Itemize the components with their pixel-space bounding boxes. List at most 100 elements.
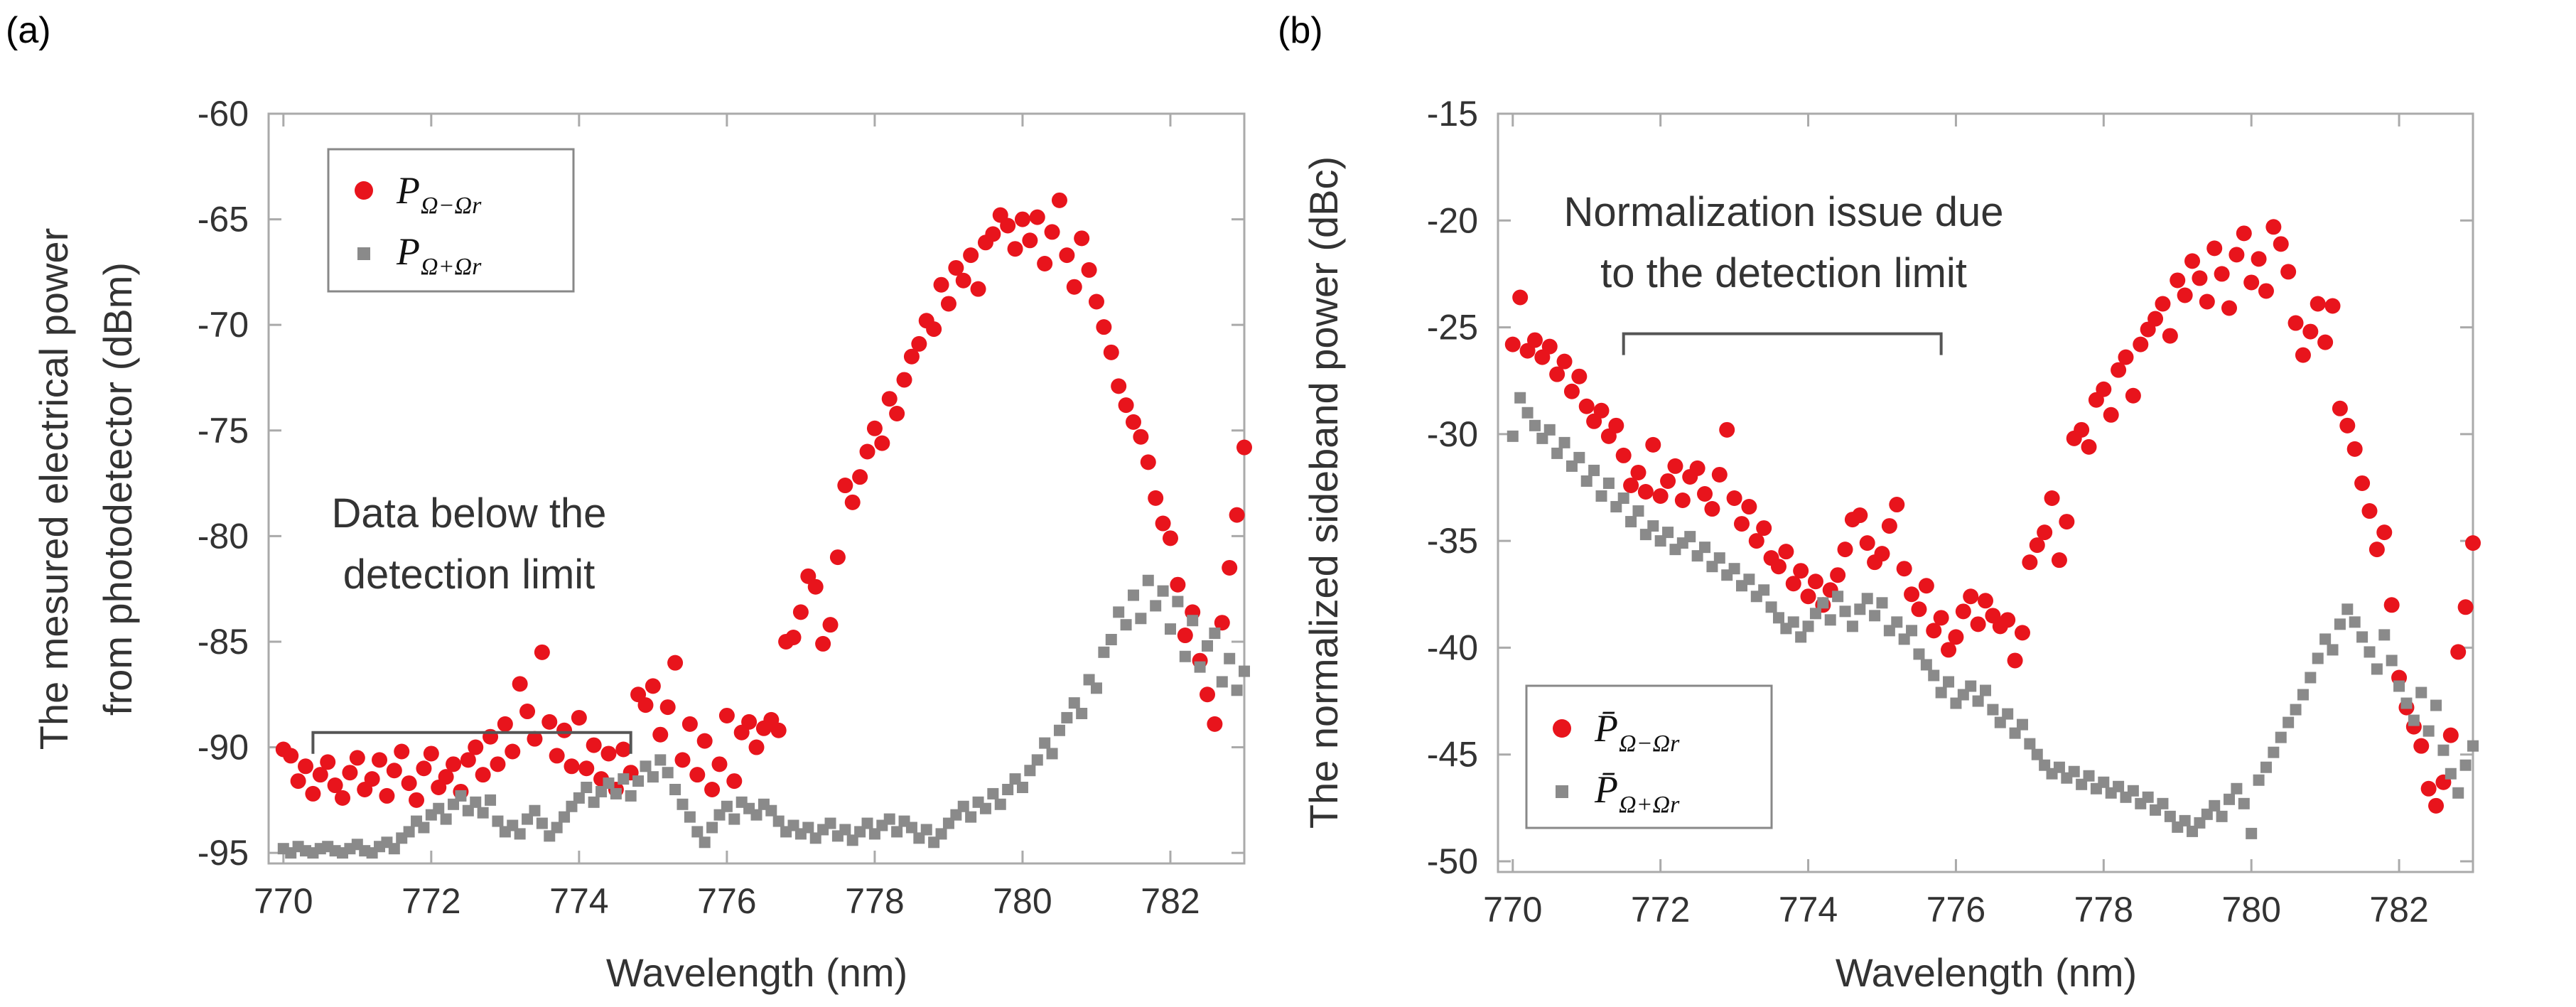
panel-b-gray-point-74 [2053, 761, 2065, 773]
panel-a-gray-point-115 [1127, 589, 1139, 601]
panel-a-annotation-line1: Data below the [332, 490, 607, 537]
panel-a-red-point-23 [446, 756, 462, 772]
panel-b-gray-point-101 [2253, 774, 2265, 786]
panel-b-red-point-37 [1778, 544, 1794, 560]
panel-a-red-point-26 [468, 739, 484, 755]
panel-b-gray-point-47 [1854, 603, 1866, 615]
panel-b-label: (b) [1278, 10, 1323, 51]
panel-a-red-point-115 [1125, 414, 1141, 430]
panel-b-gray-point-113 [2341, 603, 2354, 615]
panel-b-red-point-10 [1578, 398, 1595, 414]
panel-b-red-point-125 [2428, 797, 2445, 814]
panel-b-x-tick-label-2: 774 [1779, 890, 1838, 930]
panel-a-red-point-91 [948, 259, 964, 276]
panel-b-legend-marker-gray [1556, 785, 1568, 798]
panel-b-gray-point-106 [2290, 704, 2302, 716]
panel-a-red-point-112 [1103, 344, 1119, 360]
panel-b-red-point-115 [2354, 475, 2371, 491]
panel-b-gray-point-115 [2356, 631, 2368, 643]
panel-a-red-point-86 [911, 335, 927, 352]
panel-a-gray-point-92 [957, 800, 969, 812]
panel-b-red-point-91 [2177, 287, 2193, 303]
panel-a-y-tick-label-0: -60 [198, 94, 249, 134]
panel-a-red-point-72 [807, 578, 824, 595]
panel-b-annotation-line2: to the detection limit [1600, 250, 1967, 296]
panel-b-gray-point-0 [1507, 430, 1519, 442]
panel-a-gray-point-55 [684, 811, 696, 823]
panel-b-gray-point-36 [1772, 612, 1784, 624]
panel-a-gray-point-74 [824, 817, 836, 829]
panel-b-x-tick-label-0: 770 [1483, 890, 1542, 930]
panel-b-gray-point-28 [1713, 552, 1725, 564]
panel-b-red-point-98 [2229, 247, 2245, 263]
panel-b-gray-point-18 [1639, 529, 1651, 541]
panel-a-red-point-83 [889, 406, 905, 421]
panel-b-gray-point-48 [1861, 593, 1873, 605]
panel-b-gray-point-20 [1654, 535, 1666, 547]
panel-a-y-tick-label-5: -85 [198, 622, 249, 662]
panel-b-red-point-23 [1674, 492, 1691, 509]
panel-b-gray-point-62 [1965, 680, 1977, 692]
panel-b-y-tick-label-6: -45 [1427, 735, 1478, 775]
panel-a-gray-point-61 [728, 813, 740, 825]
panel-a-red-point-94 [970, 281, 986, 297]
panel-b-red-point-105 [2280, 264, 2297, 280]
panel-b-gray-point-118 [2378, 629, 2391, 641]
panel-a-red-point-105 [1051, 192, 1067, 208]
panel-a-red-point-9 [342, 765, 358, 781]
panel-a-legend: P Ω−Ωr P Ω+Ωr [327, 148, 575, 293]
panel-a-red-point-125 [1199, 686, 1215, 703]
panel-a-red-point-77 [844, 494, 861, 510]
panel-b-red-point-111 [2324, 298, 2341, 314]
panel-b-gray-point-99 [2238, 797, 2250, 809]
panel-b-x-tick-label-6: 782 [2369, 890, 2428, 930]
panel-a-x-ticks: 770 772 774 776 778 780 782 [254, 114, 1200, 921]
panel-a-gray-point-121 [1172, 596, 1184, 608]
panel-a-red-point-107 [1066, 279, 1082, 295]
panel-a-red-point-73 [815, 635, 831, 652]
panel-a-red-point-84 [896, 372, 912, 388]
panel-b-gray-point-103 [2268, 746, 2280, 758]
panel-b-red-point-116 [2361, 503, 2378, 519]
panel-a-gray-point-96 [987, 787, 999, 799]
panel-a-gray-point-100 [1016, 782, 1028, 794]
panel-b-red-point-113 [2339, 417, 2356, 434]
panel-a-red-point-85 [903, 348, 920, 365]
panel-b-red-point-27 [1704, 501, 1720, 517]
panel-b-red-point-103 [2265, 219, 2282, 235]
panel-a-red-point-42 [586, 737, 602, 753]
panel-a-red-point-20 [423, 745, 439, 762]
panel-b-gray-point-41 [1809, 608, 1821, 620]
panel-a-gray-point-87 [920, 824, 932, 836]
panel-a-red-point-30 [497, 716, 513, 732]
panel-a-x-tick-label-0: 770 [254, 881, 313, 921]
panel-a-red-point-116 [1133, 429, 1149, 445]
panel-a-plot-frame [267, 112, 1246, 865]
panel-a-red-point-82 [881, 391, 898, 407]
panel-a-red-point-90 [940, 296, 956, 312]
panel-b-red-point-104 [2273, 236, 2289, 252]
panel-b-gray-point-56 [1920, 659, 1932, 671]
panel-b-gray-point-5 [1543, 424, 1556, 436]
panel-a-gray-point-54 [677, 798, 689, 810]
panel-b-x-tick-label-5: 780 [2221, 890, 2280, 930]
panel-b-gray-point-13 [1602, 477, 1615, 489]
panel-a-red-point-56 [689, 767, 706, 783]
panel-a-red-point-49 [637, 697, 654, 713]
panel-b-red-point-74 [2051, 552, 2067, 569]
panel-a-gray-point-24 [455, 790, 467, 802]
panel-b-red-point-82 [2111, 362, 2127, 378]
panel-a-gray-point-44 [603, 777, 615, 790]
panel-b-red-point-124 [2420, 780, 2437, 797]
panel-a-legend-box [327, 148, 575, 293]
panel-b-series-red [1504, 219, 2481, 814]
panel-a-label: (a) [6, 10, 51, 51]
panel-b-red-point-67 [2000, 612, 2016, 628]
panel-b-x-tick-label-1: 772 [1631, 890, 1690, 930]
panel-b-red-point-57 [1926, 623, 1942, 639]
panel-b-red-point-68 [2007, 652, 2023, 669]
panel-a-red-point-89 [933, 276, 949, 293]
panel-a-red-point-10 [349, 750, 365, 766]
panel-a-gray-point-101 [1024, 765, 1036, 777]
panel-a-gray-point-22 [440, 813, 452, 825]
